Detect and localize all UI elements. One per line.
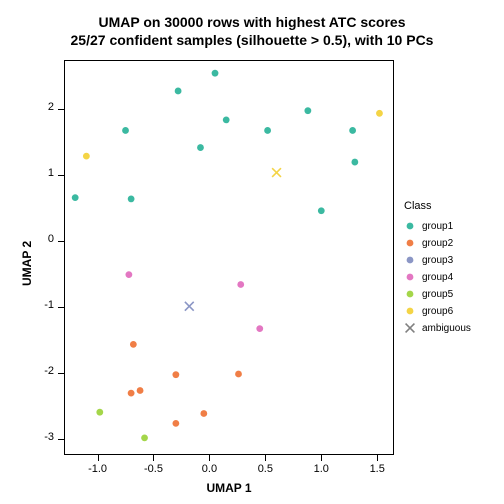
legend-label: group2 (422, 238, 453, 249)
point-circle (122, 127, 129, 134)
point-circle (407, 274, 414, 281)
legend-label: group5 (422, 289, 453, 300)
dot-icon (404, 220, 416, 232)
point-cross (406, 324, 415, 333)
point-circle (72, 194, 79, 201)
point-circle (137, 387, 144, 394)
point-circle (407, 223, 414, 230)
point-circle (407, 291, 414, 298)
point-circle (407, 240, 414, 247)
legend-item-group5: group5 (404, 288, 453, 300)
legend-title: Class (404, 200, 432, 212)
legend-item-group1: group1 (404, 220, 453, 232)
point-circle (172, 371, 179, 378)
point-circle (235, 371, 242, 378)
legend-item-ambiguous: ambiguous (404, 322, 471, 334)
legend-label: group3 (422, 255, 453, 266)
legend-label: group4 (422, 272, 453, 283)
point-circle (264, 127, 271, 134)
point-circle (96, 409, 103, 416)
point-circle (376, 110, 383, 117)
point-circle (351, 159, 358, 166)
legend-item-group3: group3 (404, 254, 453, 266)
dot-icon (404, 305, 416, 317)
cross-icon (404, 322, 416, 334)
dot-icon (404, 254, 416, 266)
point-circle (125, 271, 132, 278)
scatter-layer (0, 0, 504, 504)
point-circle (237, 281, 244, 288)
point-circle (318, 207, 325, 214)
point-circle (128, 196, 135, 203)
legend-item-group4: group4 (404, 271, 453, 283)
point-circle (83, 153, 90, 160)
point-circle (197, 144, 204, 151)
point-circle (172, 420, 179, 427)
point-circle (130, 341, 137, 348)
point-circle (141, 434, 148, 441)
point-circle (407, 257, 414, 264)
legend-label: group6 (422, 306, 453, 317)
point-circle (304, 107, 311, 114)
point-circle (256, 325, 263, 332)
point-circle (407, 308, 414, 315)
point-circle (175, 88, 182, 95)
dot-icon (404, 271, 416, 283)
point-circle (349, 127, 356, 134)
legend-item-group2: group2 (404, 237, 453, 249)
point-cross (185, 302, 194, 311)
legend-item-group6: group6 (404, 305, 453, 317)
point-cross (272, 168, 281, 177)
legend-label: ambiguous (422, 323, 471, 334)
dot-icon (404, 288, 416, 300)
legend-label: group1 (422, 221, 453, 232)
point-circle (200, 410, 207, 417)
dot-icon (404, 237, 416, 249)
point-circle (212, 70, 219, 77)
point-circle (223, 117, 230, 124)
point-circle (128, 390, 135, 397)
